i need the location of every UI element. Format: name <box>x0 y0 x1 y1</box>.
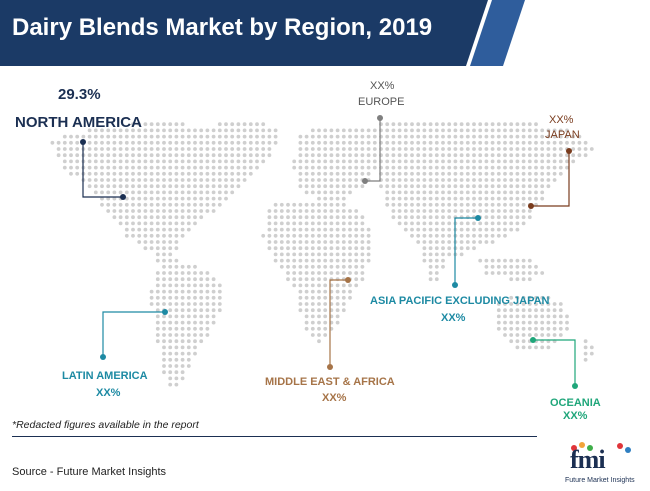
asia-pacific-value: XX% <box>441 312 466 324</box>
japan-leader <box>528 148 572 209</box>
japan-label: JAPAN <box>545 129 580 141</box>
north-america-value: 29.3% <box>58 86 101 103</box>
europe-leader <box>362 115 383 184</box>
footer-divider <box>12 436 537 437</box>
header-background <box>0 0 525 66</box>
latin-america-leader <box>100 309 168 360</box>
middle-east-africa-label: MIDDLE EAST & AFRICA <box>265 376 395 388</box>
logo-wordmark: fmi <box>570 445 606 474</box>
japan-value: XX% <box>549 114 574 126</box>
map-dots <box>50 122 594 387</box>
oceania-value: XX% <box>563 410 588 422</box>
latin-america-label: LATIN AMERICA <box>62 370 148 382</box>
oceania-leader <box>530 337 578 389</box>
world-map <box>50 115 594 389</box>
europe-value: XX% <box>370 80 395 92</box>
asia-pacific-leader <box>452 215 481 288</box>
oceania-label: OCEANIA <box>550 397 601 409</box>
europe-label: EUROPE <box>358 96 405 108</box>
source-credit: Source - Future Market Insights <box>12 466 167 478</box>
north-america-leader <box>80 139 126 200</box>
header-banner: Dairy Blends Market by Region, 2019 <box>0 0 650 66</box>
leader-lines <box>80 115 578 389</box>
page-title: Dairy Blends Market by Region, 2019 <box>12 14 433 41</box>
middle-east-africa-value: XX% <box>322 392 347 404</box>
asia-pacific-label: ASIA PACIFIC EXCLUDING JAPAN <box>370 295 550 307</box>
middle-east-africa-leader <box>327 277 351 370</box>
fmi-logo <box>571 442 631 453</box>
latin-america-value: XX% <box>96 387 121 399</box>
north-america-label: NORTH AMERICA <box>15 114 142 131</box>
logo-subtitle: Future Market Insights <box>565 477 635 484</box>
redacted-note: *Redacted figures available in the repor… <box>12 419 199 431</box>
